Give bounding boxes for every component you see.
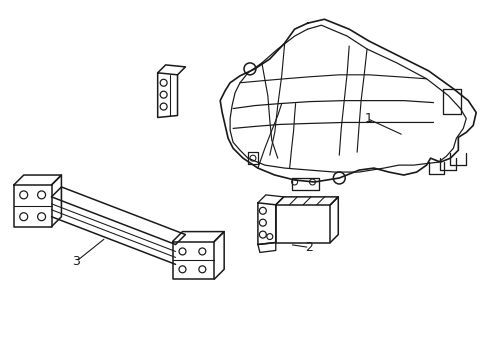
Text: 3: 3 xyxy=(73,255,80,268)
Text: 1: 1 xyxy=(365,112,373,125)
Text: 2: 2 xyxy=(306,241,314,254)
